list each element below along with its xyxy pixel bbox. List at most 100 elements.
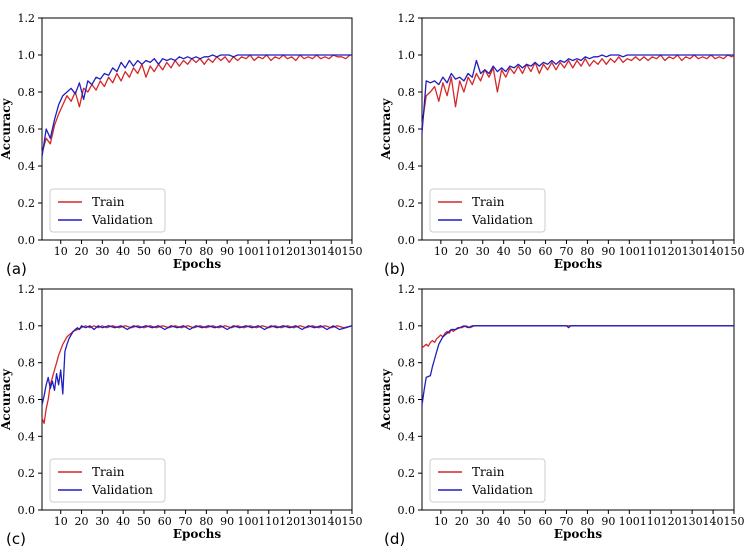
x-tick-label: 50: [137, 245, 151, 258]
x-tick-label: 20: [75, 515, 89, 528]
y-tick-label: 0.2: [18, 467, 36, 480]
legend-label-validation: Validation: [91, 483, 153, 497]
x-tick-label: 150: [342, 245, 363, 258]
x-tick-label: 70: [559, 245, 573, 258]
y-tick-label: 1.2: [398, 12, 416, 25]
x-tick-label: 20: [75, 245, 89, 258]
x-axis-label: Epochs: [554, 257, 603, 271]
x-tick-label: 30: [476, 245, 490, 258]
x-tick-label: 80: [199, 245, 213, 258]
x-tick-label: 110: [640, 515, 661, 528]
x-tick-label: 60: [539, 515, 553, 528]
y-tick-label: 0.2: [18, 197, 36, 210]
x-tick-label: 50: [137, 515, 151, 528]
y-tick-label: 0.0: [18, 504, 36, 517]
x-tick-label: 20: [455, 245, 469, 258]
legend-box: [49, 188, 166, 233]
legend-label-validation: Validation: [471, 483, 533, 497]
panel-label: (c): [6, 530, 26, 548]
legend-label-validation: Validation: [91, 213, 153, 227]
legend-label-train: Train: [472, 195, 505, 209]
panel-d: 10 20 30 40 50 60 70 80 90 100 110 120 130 140 150 0.0 0…: [379, 283, 745, 548]
x-tick-label: 130: [682, 515, 703, 528]
x-tick-label: 110: [258, 245, 279, 258]
y-tick-label: 0.4: [398, 160, 416, 173]
x-tick-label: 40: [497, 515, 511, 528]
x-tick-label: 100: [619, 245, 640, 258]
legend-label-train: Train: [92, 195, 125, 209]
x-tick-label: 70: [179, 515, 193, 528]
panel-c: 10 20 30 40 50 60 70 80 90 100 110 120 130 140 150 0.0 0…: [0, 283, 363, 548]
x-tick-label: 40: [116, 515, 130, 528]
x-tick-label: 20: [455, 515, 469, 528]
x-tick-label: 120: [661, 245, 682, 258]
y-tick-label: 0.6: [18, 123, 36, 136]
x-tick-label: 120: [279, 245, 300, 258]
x-tick-label: 10: [54, 245, 68, 258]
panel-a: 10 20 30 40 50 60 70 80 90 100 110 120 130 140 150 0.0 0…: [0, 12, 363, 278]
x-tick-label: 100: [619, 515, 640, 528]
x-tick-label: 140: [321, 245, 342, 258]
y-tick-label: 0.6: [398, 123, 416, 136]
y-tick-label: 0.2: [398, 197, 416, 210]
legend-box: [49, 458, 166, 503]
y-tick-label: 0.8: [398, 357, 416, 370]
x-tick-label: 60: [539, 245, 553, 258]
series-line-train: [41, 325, 353, 425]
y-tick-label: 0.8: [18, 357, 36, 370]
x-tick-label: 10: [434, 245, 448, 258]
y-tick-label: 1.0: [398, 49, 416, 62]
legend-box: [429, 188, 546, 233]
y-tick-label: 0.2: [398, 467, 416, 480]
x-tick-label: 100: [237, 245, 258, 258]
x-tick-label: 30: [95, 515, 109, 528]
x-tick-label: 90: [601, 515, 615, 528]
x-tick-label: 80: [580, 515, 594, 528]
x-tick-label: 10: [54, 515, 68, 528]
series-line-train: [41, 54, 352, 154]
x-tick-label: 80: [199, 515, 213, 528]
y-tick-label: 1.0: [398, 320, 416, 333]
x-tick-label: 140: [703, 245, 724, 258]
panel-label: (a): [6, 260, 27, 278]
y-tick-label: 1.0: [18, 49, 36, 62]
y-tick-label: 1.0: [18, 320, 36, 333]
x-tick-label: 90: [220, 515, 234, 528]
series-line-train: [421, 54, 735, 126]
legend-label-validation: Validation: [471, 213, 533, 227]
x-tick-label: 150: [342, 515, 363, 528]
x-tick-label: 80: [580, 245, 594, 258]
panel-label: (b): [384, 260, 405, 278]
x-tick-label: 130: [300, 515, 321, 528]
y-tick-label: 0.8: [18, 86, 36, 99]
x-tick-label: 150: [724, 515, 745, 528]
series-line-validation: [421, 54, 734, 133]
y-tick-label: 1.2: [398, 283, 416, 296]
x-tick-label: 50: [518, 245, 532, 258]
y-tick-label: 1.2: [18, 12, 36, 25]
x-tick-label: 150: [724, 245, 745, 258]
y-tick-label: 0.0: [18, 234, 36, 247]
y-tick-label: 0.4: [398, 430, 416, 443]
x-tick-label: 120: [661, 515, 682, 528]
panel-label: (d): [384, 530, 405, 548]
x-tick-label: 100: [237, 515, 258, 528]
x-tick-label: 30: [476, 515, 490, 528]
x-tick-label: 60: [158, 515, 172, 528]
y-tick-label: 0.6: [18, 394, 36, 407]
y-axis-label: Accuracy: [0, 368, 13, 431]
legend-box: [429, 458, 546, 503]
y-tick-label: 0.8: [398, 86, 416, 99]
x-axis-label: Epochs: [554, 527, 603, 541]
x-tick-label: 60: [158, 245, 172, 258]
x-tick-label: 10: [434, 515, 448, 528]
y-tick-label: 0.4: [18, 430, 36, 443]
x-tick-label: 50: [518, 515, 532, 528]
y-tick-label: 0.4: [18, 160, 36, 173]
x-tick-label: 110: [640, 245, 661, 258]
series-line-train: [421, 325, 734, 349]
series-line-validation: [421, 325, 734, 406]
y-tick-label: 0.0: [398, 234, 416, 247]
y-tick-label: 0.6: [398, 394, 416, 407]
